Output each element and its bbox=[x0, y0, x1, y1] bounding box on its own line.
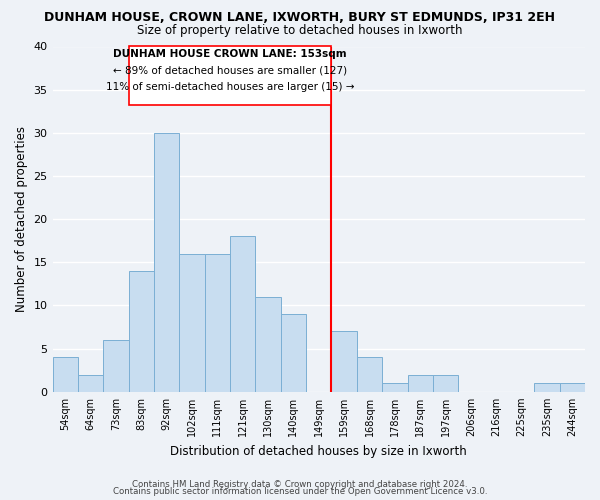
Bar bbox=[103, 340, 128, 392]
Bar bbox=[128, 271, 154, 392]
Text: DUNHAM HOUSE, CROWN LANE, IXWORTH, BURY ST EDMUNDS, IP31 2EH: DUNHAM HOUSE, CROWN LANE, IXWORTH, BURY … bbox=[44, 11, 556, 24]
Text: ← 89% of detached houses are smaller (127): ← 89% of detached houses are smaller (12… bbox=[113, 66, 347, 76]
Y-axis label: Number of detached properties: Number of detached properties bbox=[15, 126, 28, 312]
Bar bbox=[331, 332, 357, 392]
Text: DUNHAM HOUSE CROWN LANE: 153sqm: DUNHAM HOUSE CROWN LANE: 153sqm bbox=[113, 49, 347, 59]
Text: 11% of semi-detached houses are larger (15) →: 11% of semi-detached houses are larger (… bbox=[106, 82, 354, 92]
Bar bbox=[357, 358, 382, 392]
X-axis label: Distribution of detached houses by size in Ixworth: Distribution of detached houses by size … bbox=[170, 444, 467, 458]
Bar bbox=[53, 358, 78, 392]
Bar bbox=[407, 374, 433, 392]
Bar bbox=[154, 133, 179, 392]
Bar bbox=[560, 383, 585, 392]
Text: Contains HM Land Registry data © Crown copyright and database right 2024.: Contains HM Land Registry data © Crown c… bbox=[132, 480, 468, 489]
Bar bbox=[205, 254, 230, 392]
Bar bbox=[281, 314, 306, 392]
Bar bbox=[78, 374, 103, 392]
Bar bbox=[179, 254, 205, 392]
Text: Size of property relative to detached houses in Ixworth: Size of property relative to detached ho… bbox=[137, 24, 463, 37]
Bar bbox=[382, 383, 407, 392]
Bar bbox=[433, 374, 458, 392]
Bar bbox=[230, 236, 256, 392]
Bar bbox=[534, 383, 560, 392]
Text: Contains public sector information licensed under the Open Government Licence v3: Contains public sector information licen… bbox=[113, 488, 487, 496]
Bar bbox=[256, 297, 281, 392]
FancyBboxPatch shape bbox=[128, 46, 331, 105]
